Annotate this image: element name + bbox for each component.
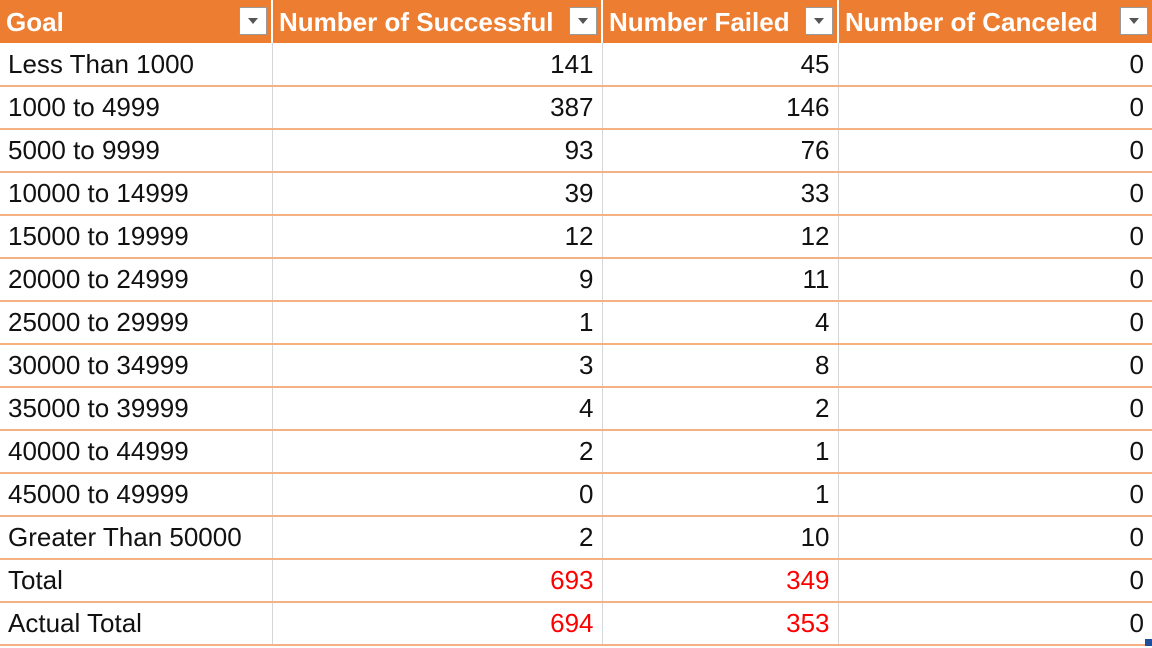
cell-failed[interactable]: 4 <box>602 301 839 345</box>
table-row: 5000 to 9999 93 76 0 <box>0 129 1152 173</box>
actual-total-row: Actual Total 694 353 0 <box>0 602 1152 646</box>
cell-canceled[interactable]: 0 <box>838 473 1152 517</box>
cell-failed[interactable]: 45 <box>602 43 839 87</box>
cell-goal[interactable]: 45000 to 49999 <box>0 473 273 517</box>
cell-successful[interactable]: 2 <box>272 430 603 474</box>
table-row: 10000 to 14999 39 33 0 <box>0 172 1152 216</box>
cell-goal[interactable]: Actual Total <box>0 602 273 646</box>
cell-failed[interactable]: 76 <box>602 129 839 173</box>
filter-dropdown-icon[interactable] <box>569 7 597 35</box>
cell-goal[interactable]: 40000 to 44999 <box>0 430 273 474</box>
total-row: Total 693 349 0 <box>0 559 1152 603</box>
cell-successful[interactable]: 39 <box>272 172 603 216</box>
cell-successful[interactable]: 3 <box>272 344 603 388</box>
table-row: Less Than 1000 141 45 0 <box>0 43 1152 87</box>
header-failed-label: Number Failed <box>609 6 790 37</box>
cell-failed[interactable]: 1 <box>602 473 839 517</box>
cell-successful[interactable]: 1 <box>272 301 603 345</box>
cell-canceled[interactable]: 0 <box>838 602 1152 646</box>
table-row: 35000 to 39999 4 2 0 <box>0 387 1152 431</box>
header-successful[interactable]: Number of Successful <box>272 0 603 43</box>
cell-goal[interactable]: 25000 to 29999 <box>0 301 273 345</box>
cell-goal[interactable]: 1000 to 4999 <box>0 86 273 130</box>
header-failed[interactable]: Number Failed <box>602 0 839 43</box>
filter-dropdown-icon[interactable] <box>1120 7 1148 35</box>
cell-failed[interactable]: 146 <box>602 86 839 130</box>
cell-failed[interactable]: 349 <box>602 559 839 603</box>
cell-successful[interactable]: 693 <box>272 559 603 603</box>
table-row: 1000 to 4999 387 146 0 <box>0 86 1152 130</box>
cell-failed[interactable]: 12 <box>602 215 839 259</box>
cell-canceled[interactable]: 0 <box>838 301 1152 345</box>
table-row: 15000 to 19999 12 12 0 <box>0 215 1152 259</box>
cell-canceled[interactable]: 0 <box>838 258 1152 302</box>
header-canceled[interactable]: Number of Canceled <box>838 0 1152 43</box>
cell-failed[interactable]: 11 <box>602 258 839 302</box>
cell-failed[interactable]: 10 <box>602 516 839 560</box>
header-successful-label: Number of Successful <box>279 6 554 37</box>
cell-goal[interactable]: 20000 to 24999 <box>0 258 273 302</box>
cell-failed[interactable]: 2 <box>602 387 839 431</box>
filter-dropdown-icon[interactable] <box>239 7 267 35</box>
cell-canceled[interactable]: 0 <box>838 43 1152 87</box>
header-goal[interactable]: Goal <box>0 0 273 43</box>
cell-successful[interactable]: 4 <box>272 387 603 431</box>
cell-failed[interactable]: 8 <box>602 344 839 388</box>
table-row: 25000 to 29999 1 4 0 <box>0 301 1152 345</box>
cell-goal[interactable]: Greater Than 50000 <box>0 516 273 560</box>
header-goal-label: Goal <box>6 6 64 37</box>
cell-goal[interactable]: 15000 to 19999 <box>0 215 273 259</box>
fill-handle[interactable] <box>1145 639 1152 646</box>
cell-successful[interactable]: 93 <box>272 129 603 173</box>
cell-successful[interactable]: 694 <box>272 602 603 646</box>
cell-canceled[interactable]: 0 <box>838 344 1152 388</box>
cell-canceled[interactable]: 0 <box>838 215 1152 259</box>
cell-successful[interactable]: 12 <box>272 215 603 259</box>
cell-canceled[interactable]: 0 <box>838 172 1152 216</box>
table-row: Greater Than 50000 2 10 0 <box>0 516 1152 560</box>
cell-successful[interactable]: 0 <box>272 473 603 517</box>
cell-successful[interactable]: 2 <box>272 516 603 560</box>
cell-goal[interactable]: 5000 to 9999 <box>0 129 273 173</box>
cell-goal[interactable]: 35000 to 39999 <box>0 387 273 431</box>
table-row: 20000 to 24999 9 11 0 <box>0 258 1152 302</box>
cell-canceled[interactable]: 0 <box>838 387 1152 431</box>
cell-goal[interactable]: Total <box>0 559 273 603</box>
cell-goal[interactable]: 30000 to 34999 <box>0 344 273 388</box>
cell-successful[interactable]: 141 <box>272 43 603 87</box>
cell-canceled[interactable]: 0 <box>838 559 1152 603</box>
cell-canceled[interactable]: 0 <box>838 86 1152 130</box>
cell-failed[interactable]: 353 <box>602 602 839 646</box>
cell-successful[interactable]: 387 <box>272 86 603 130</box>
filter-dropdown-icon[interactable] <box>805 7 833 35</box>
table-row: 45000 to 49999 0 1 0 <box>0 473 1152 517</box>
header-canceled-label: Number of Canceled <box>845 6 1098 37</box>
cell-goal[interactable]: Less Than 1000 <box>0 43 273 87</box>
table-row: 30000 to 34999 3 8 0 <box>0 344 1152 388</box>
cell-goal[interactable]: 10000 to 14999 <box>0 172 273 216</box>
cell-successful[interactable]: 9 <box>272 258 603 302</box>
header-row: Goal Number of Successful Number Failed <box>0 0 1152 43</box>
table-row: 40000 to 44999 2 1 0 <box>0 430 1152 474</box>
cell-failed[interactable]: 1 <box>602 430 839 474</box>
cell-canceled[interactable]: 0 <box>838 430 1152 474</box>
cell-failed[interactable]: 33 <box>602 172 839 216</box>
cell-canceled[interactable]: 0 <box>838 129 1152 173</box>
cell-canceled[interactable]: 0 <box>838 516 1152 560</box>
